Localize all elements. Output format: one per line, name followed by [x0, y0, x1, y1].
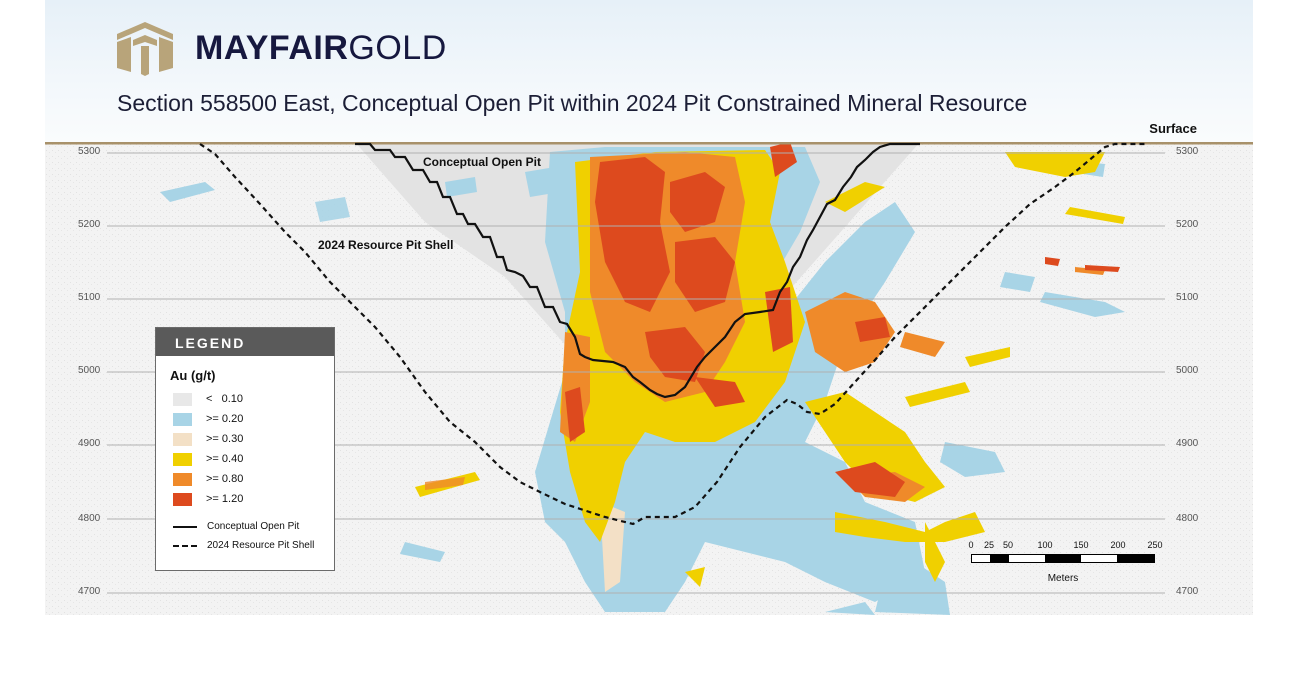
scale-bar-segments: [971, 554, 1155, 563]
scale-tick: 150: [1073, 540, 1089, 550]
elev-tick-right: 5300: [1176, 146, 1199, 157]
figure-title: Section 558500 East, Conceptual Open Pit…: [117, 90, 1028, 116]
elev-tick-right: 4700: [1176, 586, 1199, 597]
legend-item-label: >= 1.20: [206, 493, 244, 505]
scale-bar: 0 25 50 100 150 200 250 Meters: [967, 540, 1162, 588]
legend-line-item: Conceptual Open Pit: [173, 517, 334, 536]
legend-item-label: >= 0.40: [206, 453, 244, 465]
swatch-ge-030: [173, 432, 192, 446]
legend-item: >= 0.30: [173, 429, 334, 449]
legend-item: >= 0.20: [173, 409, 334, 429]
elev-tick-left: 5300: [78, 146, 101, 157]
elev-tick-left: 5100: [78, 292, 101, 303]
swatch-lt-010: [173, 392, 192, 406]
swatch-ge-120: [173, 492, 192, 506]
elev-tick-left: 4800: [78, 513, 101, 524]
dashed-line-icon: [173, 544, 197, 547]
legend-subtitle: Au (g/t): [170, 368, 216, 383]
swatch-ge-080: [173, 472, 192, 486]
cross-section-plot: Conceptual Open Pit 2024 Resource Pit Sh…: [45, 142, 1253, 615]
elev-tick-left: 4900: [78, 438, 101, 449]
legend-line-item: 2024 Resource Pit Shell: [173, 536, 334, 555]
legend-item: >= 0.80: [173, 469, 334, 489]
figure-header: MAYFAIRGOLD Section 558500 East, Concept…: [45, 0, 1253, 142]
legend-item-label: >= 0.80: [206, 473, 244, 485]
elev-tick-left: 5000: [78, 365, 101, 376]
legend: LEGEND Au (g/t) < 0.10 >= 0.20 >= 0.30 >…: [155, 327, 335, 571]
legend-item: >= 1.20: [173, 489, 334, 509]
legend-title: LEGEND: [156, 328, 334, 356]
legend-item: >= 0.40: [173, 449, 334, 469]
legend-item: < 0.10: [173, 389, 334, 409]
scale-unit: Meters: [1047, 573, 1079, 584]
solid-line-icon: [173, 525, 197, 528]
swatch-ge-020: [173, 412, 192, 426]
legend-line-label: Conceptual Open Pit: [207, 521, 300, 532]
elev-tick-left: 5200: [78, 219, 101, 230]
elev-tick-right: 4800: [1176, 513, 1199, 524]
scale-tick: 250: [1147, 540, 1163, 550]
conceptual-pit-label: Conceptual Open Pit: [423, 155, 541, 169]
surface-label: Surface: [1149, 121, 1197, 136]
section-figure: MAYFAIRGOLD Section 558500 East, Concept…: [45, 0, 1253, 615]
brand-bold: MAYFAIR: [195, 29, 349, 67]
elev-tick-right: 5000: [1176, 365, 1199, 376]
scale-tick: 200: [1110, 540, 1126, 550]
scale-tick: 25: [983, 540, 995, 550]
scale-ticks: 0 25 50 100 150 200 250: [967, 540, 1162, 552]
elev-tick-right: 5200: [1176, 219, 1199, 230]
mayfair-logo-icon: [117, 22, 173, 76]
scale-tick: 0: [968, 540, 974, 550]
scale-tick: 50: [1002, 540, 1014, 550]
resource-pit-label: 2024 Resource Pit Shell: [318, 238, 453, 252]
brand-name: MAYFAIRGOLD: [195, 28, 447, 68]
elev-tick-right: 5100: [1176, 292, 1199, 303]
legend-item-label: < 0.10: [206, 393, 244, 405]
legend-item-label: >= 0.20: [206, 413, 244, 425]
brand-light: GOLD: [348, 29, 447, 67]
legend-item-label: >= 0.30: [206, 433, 244, 445]
elev-tick-right: 4900: [1176, 438, 1199, 449]
swatch-ge-040: [173, 452, 192, 466]
scale-tick: 100: [1037, 540, 1053, 550]
elev-tick-left: 4700: [78, 586, 101, 597]
legend-line-label: 2024 Resource Pit Shell: [207, 540, 315, 551]
